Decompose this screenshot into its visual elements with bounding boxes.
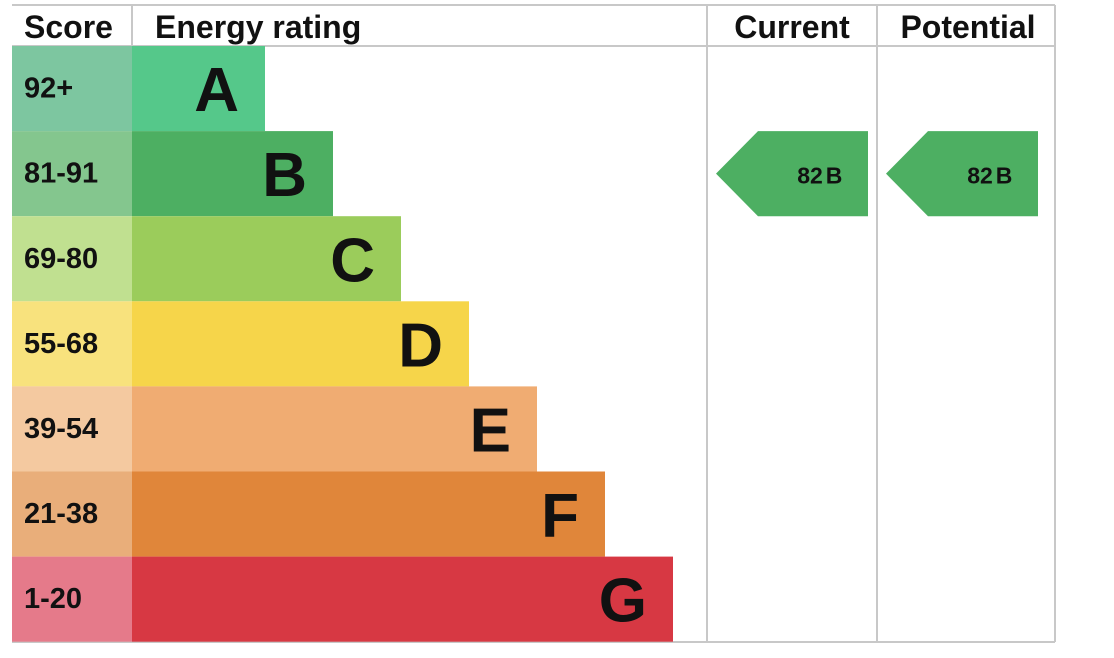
current-header: Current <box>734 9 850 45</box>
score-cell <box>12 471 132 557</box>
rating-bar <box>132 131 333 217</box>
rating-bar <box>132 471 605 557</box>
score-cell <box>12 131 132 217</box>
rating-letter: D <box>398 311 443 380</box>
rating-bar <box>132 556 673 642</box>
score-range: 21-38 <box>24 498 98 530</box>
potential-header: Potential <box>900 9 1035 45</box>
score-range: 69-80 <box>24 243 98 275</box>
rating-bar <box>132 301 469 387</box>
rating-letter: F <box>541 482 579 551</box>
score-cell <box>12 301 132 387</box>
potential-letter: B <box>996 163 1013 189</box>
rating-bar <box>132 216 401 302</box>
potential-arrow <box>886 131 1038 217</box>
rating-letter: A <box>194 56 239 125</box>
score-header: Score <box>24 9 113 45</box>
score-range: 92+ <box>24 73 73 105</box>
score-range: 1-20 <box>24 583 82 615</box>
rating-letter: E <box>470 396 511 465</box>
current-letter: B <box>826 163 843 189</box>
rating-letter: G <box>599 567 647 636</box>
score-cell <box>12 46 132 132</box>
score-cell <box>12 216 132 302</box>
current-score: 82 <box>797 163 823 189</box>
rating-bar <box>132 386 537 472</box>
rating-bar <box>132 46 265 132</box>
score-cell <box>12 556 132 642</box>
score-range: 81-91 <box>24 158 98 190</box>
score-range: 39-54 <box>24 413 98 445</box>
rating-letter: C <box>330 226 375 295</box>
rating-letter: B <box>262 141 307 210</box>
potential-score: 82 <box>967 163 993 189</box>
energy-rating-header: Energy rating <box>155 9 361 45</box>
score-cell <box>12 386 132 472</box>
score-range: 55-68 <box>24 328 98 360</box>
current-arrow <box>716 131 868 217</box>
